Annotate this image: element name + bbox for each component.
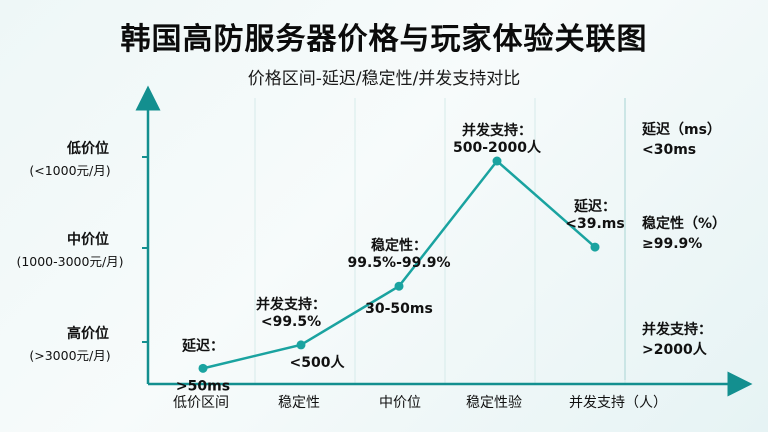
right-legend-label: 稳定性（%） bbox=[642, 215, 726, 232]
y-tick-label: 低价位 bbox=[66, 140, 109, 157]
data-point bbox=[296, 340, 306, 350]
data-point bbox=[198, 363, 208, 373]
point-label-above: <39.ms bbox=[565, 216, 624, 232]
right-legend-value: ≥99.9% bbox=[642, 236, 702, 252]
point-label-below: <500人 bbox=[290, 354, 346, 371]
point-label-below: 30-50ms bbox=[365, 301, 433, 317]
right-legend-label: 延迟（ms） bbox=[641, 121, 721, 138]
y-tick-label: 中价位 bbox=[67, 231, 109, 248]
data-point bbox=[394, 281, 404, 291]
point-label-above: 稳定性： bbox=[371, 237, 427, 254]
point-label-above: 并发支持： bbox=[462, 122, 532, 139]
chart-title: 韩国高防服务器价格与玩家体验关联图 bbox=[120, 22, 648, 57]
point-label-above: 延迟： bbox=[573, 198, 616, 215]
right-legend-value: >2000人 bbox=[642, 341, 708, 358]
x-tick-label: 中价位 bbox=[379, 395, 421, 411]
x-tick-label: 低价区间 bbox=[173, 395, 229, 411]
data-point bbox=[492, 156, 502, 166]
x-tick-label: 稳定性 bbox=[278, 395, 320, 411]
chart-subtitle: 价格区间-延迟/稳定性/并发支持对比 bbox=[247, 69, 521, 89]
point-label-above: 并发支持： bbox=[256, 296, 326, 313]
y-tick-label: 高价位 bbox=[67, 325, 109, 342]
y-tick-sublabel: (<1000元/月) bbox=[29, 163, 110, 178]
right-legend-value: <30ms bbox=[642, 142, 696, 158]
x-tick-label: 稳定性验 bbox=[466, 395, 522, 411]
point-label-below: >50ms bbox=[176, 378, 230, 394]
point-label-above: <99.5% bbox=[261, 314, 321, 330]
point-label-above: 99.5%-99.9% bbox=[348, 255, 451, 271]
point-label-above: 500-2000人 bbox=[453, 139, 542, 156]
right-legend-label: 并发支持： bbox=[642, 321, 712, 338]
y-tick-sublabel: (>3000元/月) bbox=[29, 348, 110, 363]
x-tick-label: 并发支持（人） bbox=[569, 395, 667, 411]
data-point bbox=[590, 242, 600, 252]
y-tick-sublabel: (1000-3000元/月) bbox=[16, 254, 123, 269]
point-label-above: 延迟： bbox=[181, 337, 224, 354]
